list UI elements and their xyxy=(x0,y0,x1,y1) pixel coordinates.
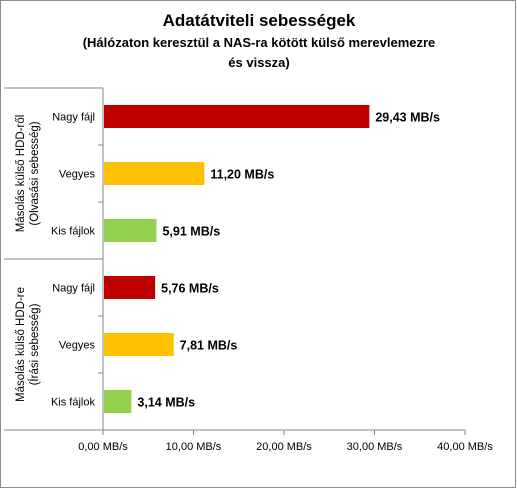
bar xyxy=(104,276,156,299)
group-label: Másolás külső HDD-ről (Olvasási sebesség) xyxy=(15,115,41,233)
chart-title: Adatátviteli sebességek xyxy=(162,11,356,30)
data-label: 5,76 MB/s xyxy=(161,282,219,296)
data-label: 3,14 MB/s xyxy=(137,396,195,410)
group-label-line: Másolás külső HDD-ről xyxy=(15,115,27,233)
bar xyxy=(104,390,132,413)
data-label: 29,43 MB/s xyxy=(375,111,440,125)
group-label-line: (Olvasási sebesség) xyxy=(29,121,41,225)
bar xyxy=(104,219,157,242)
category-label: Kis fájlok xyxy=(51,226,96,238)
chart-header: Adatátviteli sebességek (Hálózaton keres… xyxy=(0,10,518,72)
group-label: Másolás külső HDD-re (Írási sebesség) xyxy=(15,287,41,402)
chart-subtitle-line-2: és vissza) xyxy=(228,55,290,70)
bar xyxy=(104,105,370,128)
category-label: Vegyes xyxy=(59,340,96,352)
x-tick-label: 10,00 MB/s xyxy=(166,441,222,453)
bar xyxy=(104,333,174,356)
category-label: Nagy fájl xyxy=(52,283,95,295)
category-label: Vegyes xyxy=(59,169,96,181)
x-tick-label: 0,00 MB/s xyxy=(78,441,128,453)
category-label: Kis fájlok xyxy=(51,397,96,409)
data-label: 5,91 MB/s xyxy=(162,225,220,239)
data-label: 7,81 MB/s xyxy=(180,339,238,353)
chart-subtitle-line-1: (Hálózaton keresztül a NAS-ra kötött kül… xyxy=(82,35,436,50)
group-label-line: (Írási sebesség) xyxy=(28,303,41,385)
group-label-line: Másolás külső HDD-re xyxy=(15,287,27,402)
x-tick-label: 20,00 MB/s xyxy=(256,441,312,453)
bar xyxy=(104,162,205,185)
x-tick-label: 40,00 MB/s xyxy=(437,441,493,453)
category-label: Nagy fájl xyxy=(52,112,95,124)
x-tick-label: 30,00 MB/s xyxy=(347,441,403,453)
data-label: 11,20 MB/s xyxy=(210,168,274,182)
